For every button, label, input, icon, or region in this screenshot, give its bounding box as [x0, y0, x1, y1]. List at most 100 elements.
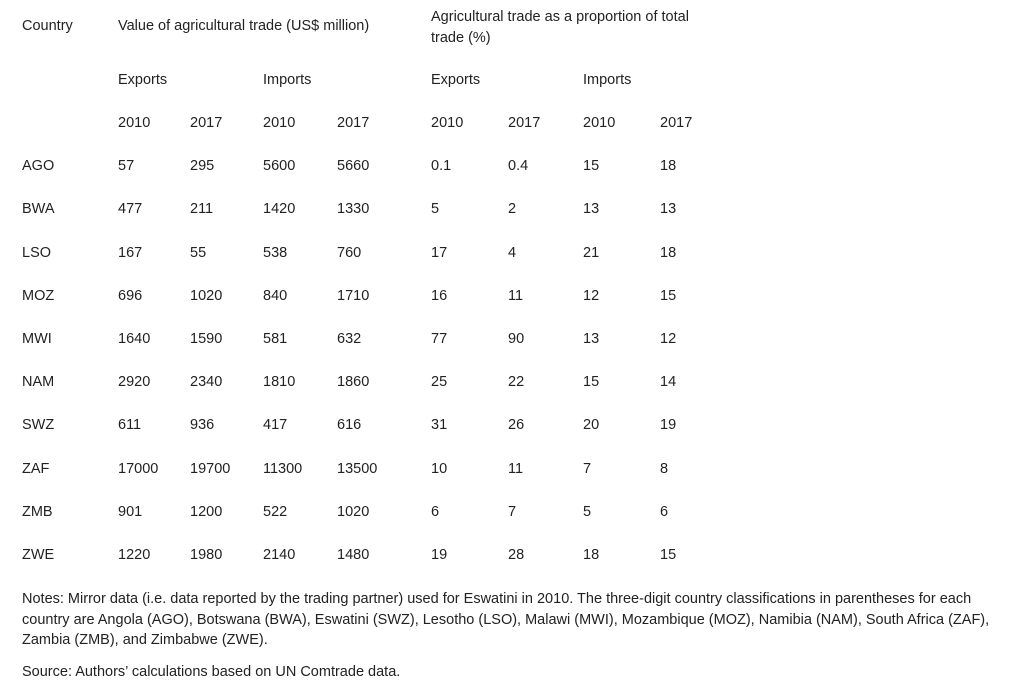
cell-value: 7: [583, 461, 592, 477]
cell-value: 522: [263, 504, 288, 520]
cell-value: 1220: [118, 547, 151, 563]
table-row: MOZ 696 1020 840 1710 16 11 12 15: [0, 285, 1022, 307]
cell-value: 538: [263, 245, 288, 261]
table-row: ZAF 17000 19700 11300 13500 10 11 7 8: [0, 458, 1022, 480]
table-row: NAM 2920 2340 1810 1860 25 22 15 14: [0, 371, 1022, 393]
table-row: ZWE 1220 1980 2140 1480 19 28 18 15: [0, 544, 1022, 566]
cell-value: 11: [508, 288, 524, 304]
cell-value: 616: [337, 417, 362, 433]
header-subgroup-row: Exports Imports Exports Imports: [0, 69, 1022, 91]
cell-value: 1480: [337, 547, 370, 563]
header-value-group: Value of agricultural trade (US$ million…: [118, 18, 370, 34]
table-row: LSO 167 55 538 760 17 4 21 18: [0, 242, 1022, 264]
cell-value: 15: [660, 288, 677, 304]
cell-country: BWA: [22, 201, 55, 217]
cell-country: AGO: [22, 158, 55, 174]
table-header-top: Country Value of agricultural trade (US$…: [0, 8, 1022, 58]
header-year: 2017: [508, 115, 541, 131]
cell-value: 18: [660, 158, 677, 174]
cell-value: 5600: [263, 158, 296, 174]
cell-value: 581: [263, 331, 288, 347]
cell-country: LSO: [22, 245, 52, 261]
cell-value: 1860: [337, 374, 370, 390]
cell-value: 25: [431, 374, 448, 390]
cell-value: 5: [583, 504, 592, 520]
header-exports-value: Exports: [118, 72, 168, 88]
cell-value: 0.1: [431, 158, 452, 174]
table-row: MWI 1640 1590 581 632 77 90 13 12: [0, 328, 1022, 350]
header-year: 2010: [118, 115, 151, 131]
header-year: 2010: [583, 115, 616, 131]
cell-value: 167: [118, 245, 143, 261]
cell-value: 11300: [263, 461, 303, 477]
cell-value: 1020: [190, 288, 223, 304]
cell-value: 16: [431, 288, 448, 304]
cell-value: 19: [431, 547, 448, 563]
header-country: Country: [22, 18, 73, 34]
cell-value: 1810: [263, 374, 296, 390]
cell-value: 1420: [263, 201, 296, 217]
header-proportion-group-line1: Agricultural trade as a proportion of to…: [431, 9, 689, 25]
cell-value: 12: [583, 288, 600, 304]
header-exports-proportion: Exports: [431, 72, 481, 88]
table-row: SWZ 611 936 417 616 31 26 20 19: [0, 414, 1022, 436]
cell-value: 12: [660, 331, 677, 347]
cell-country: ZAF: [22, 461, 50, 477]
cell-value: 1980: [190, 547, 223, 563]
cell-value: 26: [508, 417, 525, 433]
table-row: BWA 477 211 1420 1330 5 2 13 13: [0, 198, 1022, 220]
cell-value: 11: [508, 461, 524, 477]
cell-value: 4: [508, 245, 517, 261]
cell-value: 2920: [118, 374, 151, 390]
cell-value: 901: [118, 504, 143, 520]
cell-value: 417: [263, 417, 288, 433]
table-source: Source: Authors’ calculations based on U…: [22, 664, 401, 680]
header-year: 2017: [190, 115, 223, 131]
cell-value: 13: [583, 201, 600, 217]
cell-value: 696: [118, 288, 143, 304]
cell-country: NAM: [22, 374, 55, 390]
cell-value: 1590: [190, 331, 223, 347]
cell-value: 632: [337, 331, 362, 347]
cell-value: 936: [190, 417, 215, 433]
cell-value: 8: [660, 461, 669, 477]
cell-value: 5: [431, 201, 440, 217]
cell-value: 1330: [337, 201, 370, 217]
cell-value: 22: [508, 374, 525, 390]
cell-country: ZMB: [22, 504, 53, 520]
cell-value: 13: [583, 331, 600, 347]
header-year: 2010: [431, 115, 464, 131]
cell-value: 20: [583, 417, 600, 433]
cell-value: 5660: [337, 158, 370, 174]
header-imports-proportion: Imports: [583, 72, 632, 88]
cell-value: 13: [660, 201, 677, 217]
cell-value: 15: [660, 547, 677, 563]
cell-value: 55: [190, 245, 207, 261]
cell-country: MWI: [22, 331, 52, 347]
cell-value: 2140: [263, 547, 296, 563]
cell-value: 57: [118, 158, 135, 174]
cell-value: 760: [337, 245, 362, 261]
table-notes: Notes: Mirror data (i.e. data reported b…: [22, 591, 990, 648]
cell-value: 840: [263, 288, 288, 304]
cell-value: 19700: [190, 461, 231, 477]
cell-value: 90: [508, 331, 525, 347]
header-year: 2010: [263, 115, 296, 131]
cell-value: 611: [118, 417, 142, 433]
cell-value: 211: [190, 201, 214, 217]
cell-value: 21: [583, 245, 600, 261]
cell-country: SWZ: [22, 417, 55, 433]
cell-value: 15: [583, 374, 600, 390]
cell-value: 6: [431, 504, 440, 520]
cell-value: 2340: [190, 374, 223, 390]
cell-value: 19: [660, 417, 677, 433]
cell-value: 13500: [337, 461, 378, 477]
table-row: ZMB 901 1200 522 1020 6 7 5 6: [0, 501, 1022, 523]
cell-value: 1200: [190, 504, 223, 520]
table-row: AGO 57 295 5600 5660 0.1 0.4 15 18: [0, 155, 1022, 177]
cell-value: 1020: [337, 504, 370, 520]
cell-value: 10: [431, 461, 448, 477]
cell-value: 18: [583, 547, 600, 563]
cell-value: 15: [583, 158, 600, 174]
